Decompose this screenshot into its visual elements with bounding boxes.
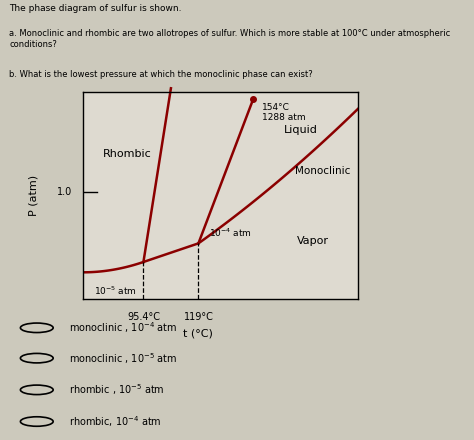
Text: $10^{-5}$ atm: $10^{-5}$ atm [94,285,137,297]
Text: P (atm): P (atm) [28,175,38,216]
Text: 119°C: 119°C [183,312,213,322]
Text: rhombic, $10^{-4}$ atm: rhombic, $10^{-4}$ atm [69,414,161,429]
Text: Vapor: Vapor [297,236,329,246]
Text: 95.4°C: 95.4°C [127,312,160,322]
Text: 1.0: 1.0 [57,187,72,197]
Text: 154°C
1288 atm: 154°C 1288 atm [262,103,305,122]
Text: $10^{-4}$ atm: $10^{-4}$ atm [210,227,253,239]
Text: Rhombic: Rhombic [102,150,151,159]
Text: a. Monoclinic and rhombic are two allotropes of sulfur. Which is more stable at : a. Monoclinic and rhombic are two allotr… [9,29,451,49]
Text: monoclinic , $10^{-4}$ atm: monoclinic , $10^{-4}$ atm [69,320,177,335]
Text: b. What is the lowest pressure at which the monoclinic phase can exist?: b. What is the lowest pressure at which … [9,70,313,79]
Text: t (°C): t (°C) [183,328,213,338]
Text: Liquid: Liquid [283,125,318,135]
Text: Monoclinic: Monoclinic [295,166,350,176]
Text: monoclinic , $10^{-5}$ atm: monoclinic , $10^{-5}$ atm [69,351,177,366]
Text: rhombic , $10^{-5}$ atm: rhombic , $10^{-5}$ atm [69,382,164,397]
Text: The phase diagram of sulfur is shown.: The phase diagram of sulfur is shown. [9,4,182,13]
